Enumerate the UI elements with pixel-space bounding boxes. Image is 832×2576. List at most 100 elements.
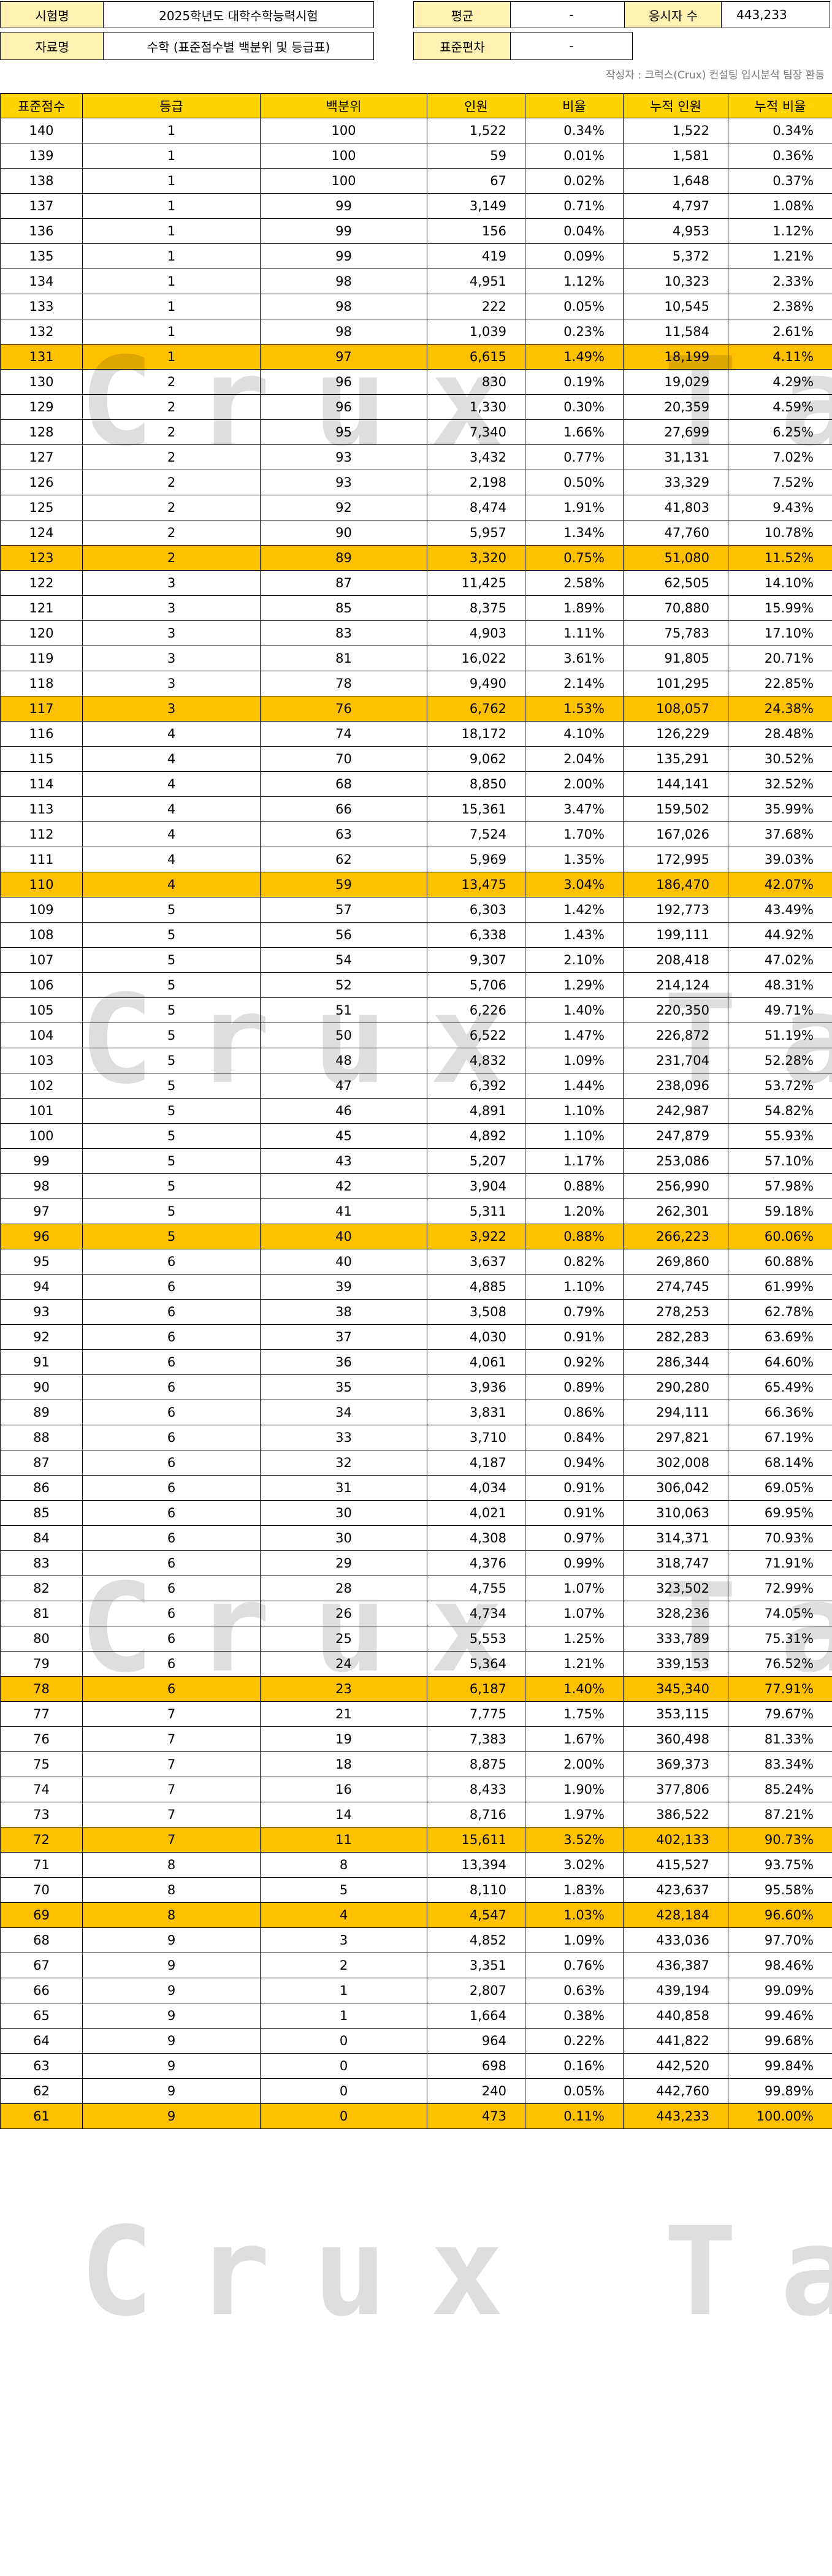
cell-cumulative-ratio: 9.43% (728, 495, 832, 520)
cell-cumulative-ratio: 70.93% (728, 1525, 832, 1551)
cell-score: 126 (0, 470, 83, 495)
data-name-value: 수학 (표준점수별 백분위 및 등급표) (103, 32, 374, 60)
cell-cumulative-count: 290,280 (623, 1374, 728, 1400)
cell-score: 71 (0, 1852, 83, 1878)
table-row: 113 4 66 15,361 3.47% 159,502 35.99% (0, 796, 832, 822)
cell-ratio: 0.19% (525, 369, 624, 395)
cell-cumulative-ratio: 11.52% (728, 545, 832, 571)
cell-cumulative-ratio: 35.99% (728, 796, 832, 822)
cell-cumulative-count: 253,086 (623, 1148, 728, 1174)
cell-ratio: 0.05% (525, 2078, 624, 2104)
cell-percentile: 98 (260, 269, 427, 294)
cell-cumulative-ratio: 2.33% (728, 269, 832, 294)
cell-count: 6,303 (427, 897, 525, 923)
column-header-cumulative-ratio: 누적 비율 (728, 93, 832, 118)
cell-cumulative-ratio: 83.34% (728, 1751, 832, 1777)
cell-cumulative-ratio: 100.00% (728, 2103, 832, 2129)
cell-ratio: 0.92% (525, 1349, 624, 1375)
cell-ratio: 0.76% (525, 1953, 624, 1978)
cell-cumulative-ratio: 52.28% (728, 1048, 832, 1073)
cell-score: 125 (0, 495, 83, 520)
cell-cumulative-count: 208,418 (623, 947, 728, 973)
cell-cumulative-count: 101,295 (623, 671, 728, 696)
cell-ratio: 0.38% (525, 2003, 624, 2029)
score-distribution-table: 표준점수 등급 백분위 인원 비율 누적 인원 누적 비율 140 1 100 1,522 0.34… (0, 93, 832, 2129)
cell-ratio: 1.07% (525, 1601, 624, 1626)
cell-percentile: 45 (260, 1123, 427, 1149)
cell-count: 4,547 (427, 1902, 525, 1928)
cell-grade: 5 (82, 997, 261, 1023)
cell-score: 138 (0, 168, 83, 194)
table-row: 85 6 30 4,021 0.91% 310,063 69.95% (0, 1500, 832, 1526)
table-row: 74 7 16 8,433 1.90% 377,806 85.24% (0, 1777, 832, 1802)
cell-count: 15,611 (427, 1827, 525, 1853)
cell-cumulative-count: 172,995 (623, 847, 728, 872)
cell-cumulative-ratio: 30.52% (728, 746, 832, 772)
cell-ratio: 0.09% (525, 243, 624, 269)
cell-cumulative-count: 33,329 (623, 470, 728, 495)
cell-grade: 5 (82, 897, 261, 923)
cell-count: 7,524 (427, 821, 525, 847)
table-row: 101 5 46 4,891 1.10% 242,987 54.82% (0, 1098, 832, 1124)
cell-ratio: 1.21% (525, 1651, 624, 1677)
cell-score: 102 (0, 1073, 83, 1099)
cell-cumulative-ratio: 69.95% (728, 1500, 832, 1526)
cell-ratio: 1.49% (525, 344, 624, 370)
cell-ratio: 0.23% (525, 319, 624, 345)
cell-grade: 5 (82, 1073, 261, 1099)
cell-cumulative-ratio: 81.33% (728, 1726, 832, 1752)
cell-percentile: 74 (260, 721, 427, 747)
cell-cumulative-ratio: 79.67% (728, 1701, 832, 1727)
cell-percentile: 14 (260, 1802, 427, 1827)
cell-ratio: 1.97% (525, 1802, 624, 1827)
cell-percentile: 95 (260, 419, 427, 445)
cell-score: 96 (0, 1224, 83, 1249)
cell-cumulative-ratio: 49.71% (728, 997, 832, 1023)
cell-ratio: 1.75% (525, 1701, 624, 1727)
cell-cumulative-count: 443,233 (623, 2103, 728, 2129)
cell-ratio: 2.00% (525, 771, 624, 797)
cell-cumulative-count: 1,522 (623, 118, 728, 143)
cell-cumulative-ratio: 0.34% (728, 118, 832, 143)
table-row: 99 5 43 5,207 1.17% 253,086 57.10% (0, 1148, 832, 1174)
cell-percentile: 68 (260, 771, 427, 797)
cell-grade: 7 (82, 1701, 261, 1727)
cell-percentile: 0 (260, 2028, 427, 2054)
cell-cumulative-count: 339,153 (623, 1651, 728, 1677)
cell-cumulative-count: 47,760 (623, 520, 728, 546)
cell-cumulative-count: 167,026 (623, 821, 728, 847)
cell-grade: 1 (82, 143, 261, 169)
cell-cumulative-count: 5,372 (623, 243, 728, 269)
cell-score: 93 (0, 1299, 83, 1325)
cell-grade: 6 (82, 1249, 261, 1275)
cell-cumulative-count: 442,520 (623, 2053, 728, 2079)
cell-cumulative-count: 345,340 (623, 1676, 728, 1702)
cell-grade: 1 (82, 168, 261, 194)
cell-cumulative-ratio: 1.21% (728, 243, 832, 269)
cell-cumulative-ratio: 93.75% (728, 1852, 832, 1878)
table-row: 137 1 99 3,149 0.71% 4,797 1.08% (0, 193, 832, 219)
cell-cumulative-count: 199,111 (623, 922, 728, 948)
cell-grade: 6 (82, 1626, 261, 1652)
cell-cumulative-count: 402,133 (623, 1827, 728, 1853)
cell-grade: 4 (82, 847, 261, 872)
cell-percentile: 23 (260, 1676, 427, 1702)
cell-count: 3,320 (427, 545, 525, 571)
cell-grade: 6 (82, 1400, 261, 1425)
cell-ratio: 1.03% (525, 1902, 624, 1928)
cell-grade: 1 (82, 319, 261, 345)
cell-count: 964 (427, 2028, 525, 2054)
cell-cumulative-ratio: 39.03% (728, 847, 832, 872)
cell-grade: 5 (82, 1098, 261, 1124)
cell-ratio: 1.40% (525, 1676, 624, 1702)
table-row: 84 6 30 4,308 0.97% 314,371 70.93% (0, 1525, 832, 1551)
cell-grade: 3 (82, 696, 261, 722)
table-row: 134 1 98 4,951 1.12% 10,323 2.33% (0, 269, 832, 294)
cell-cumulative-ratio: 71.91% (728, 1550, 832, 1576)
cell-cumulative-ratio: 77.91% (728, 1676, 832, 1702)
cell-ratio: 1.89% (525, 595, 624, 621)
cell-grade: 6 (82, 1500, 261, 1526)
cell-grade: 3 (82, 620, 261, 646)
table-row: 123 2 89 3,320 0.75% 51,080 11.52% (0, 545, 832, 571)
cell-cumulative-count: 302,008 (623, 1450, 728, 1476)
